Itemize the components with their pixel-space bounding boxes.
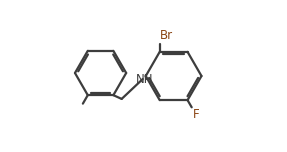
Text: Br: Br	[160, 29, 173, 42]
Text: NH: NH	[135, 73, 153, 86]
Text: F: F	[193, 108, 199, 121]
